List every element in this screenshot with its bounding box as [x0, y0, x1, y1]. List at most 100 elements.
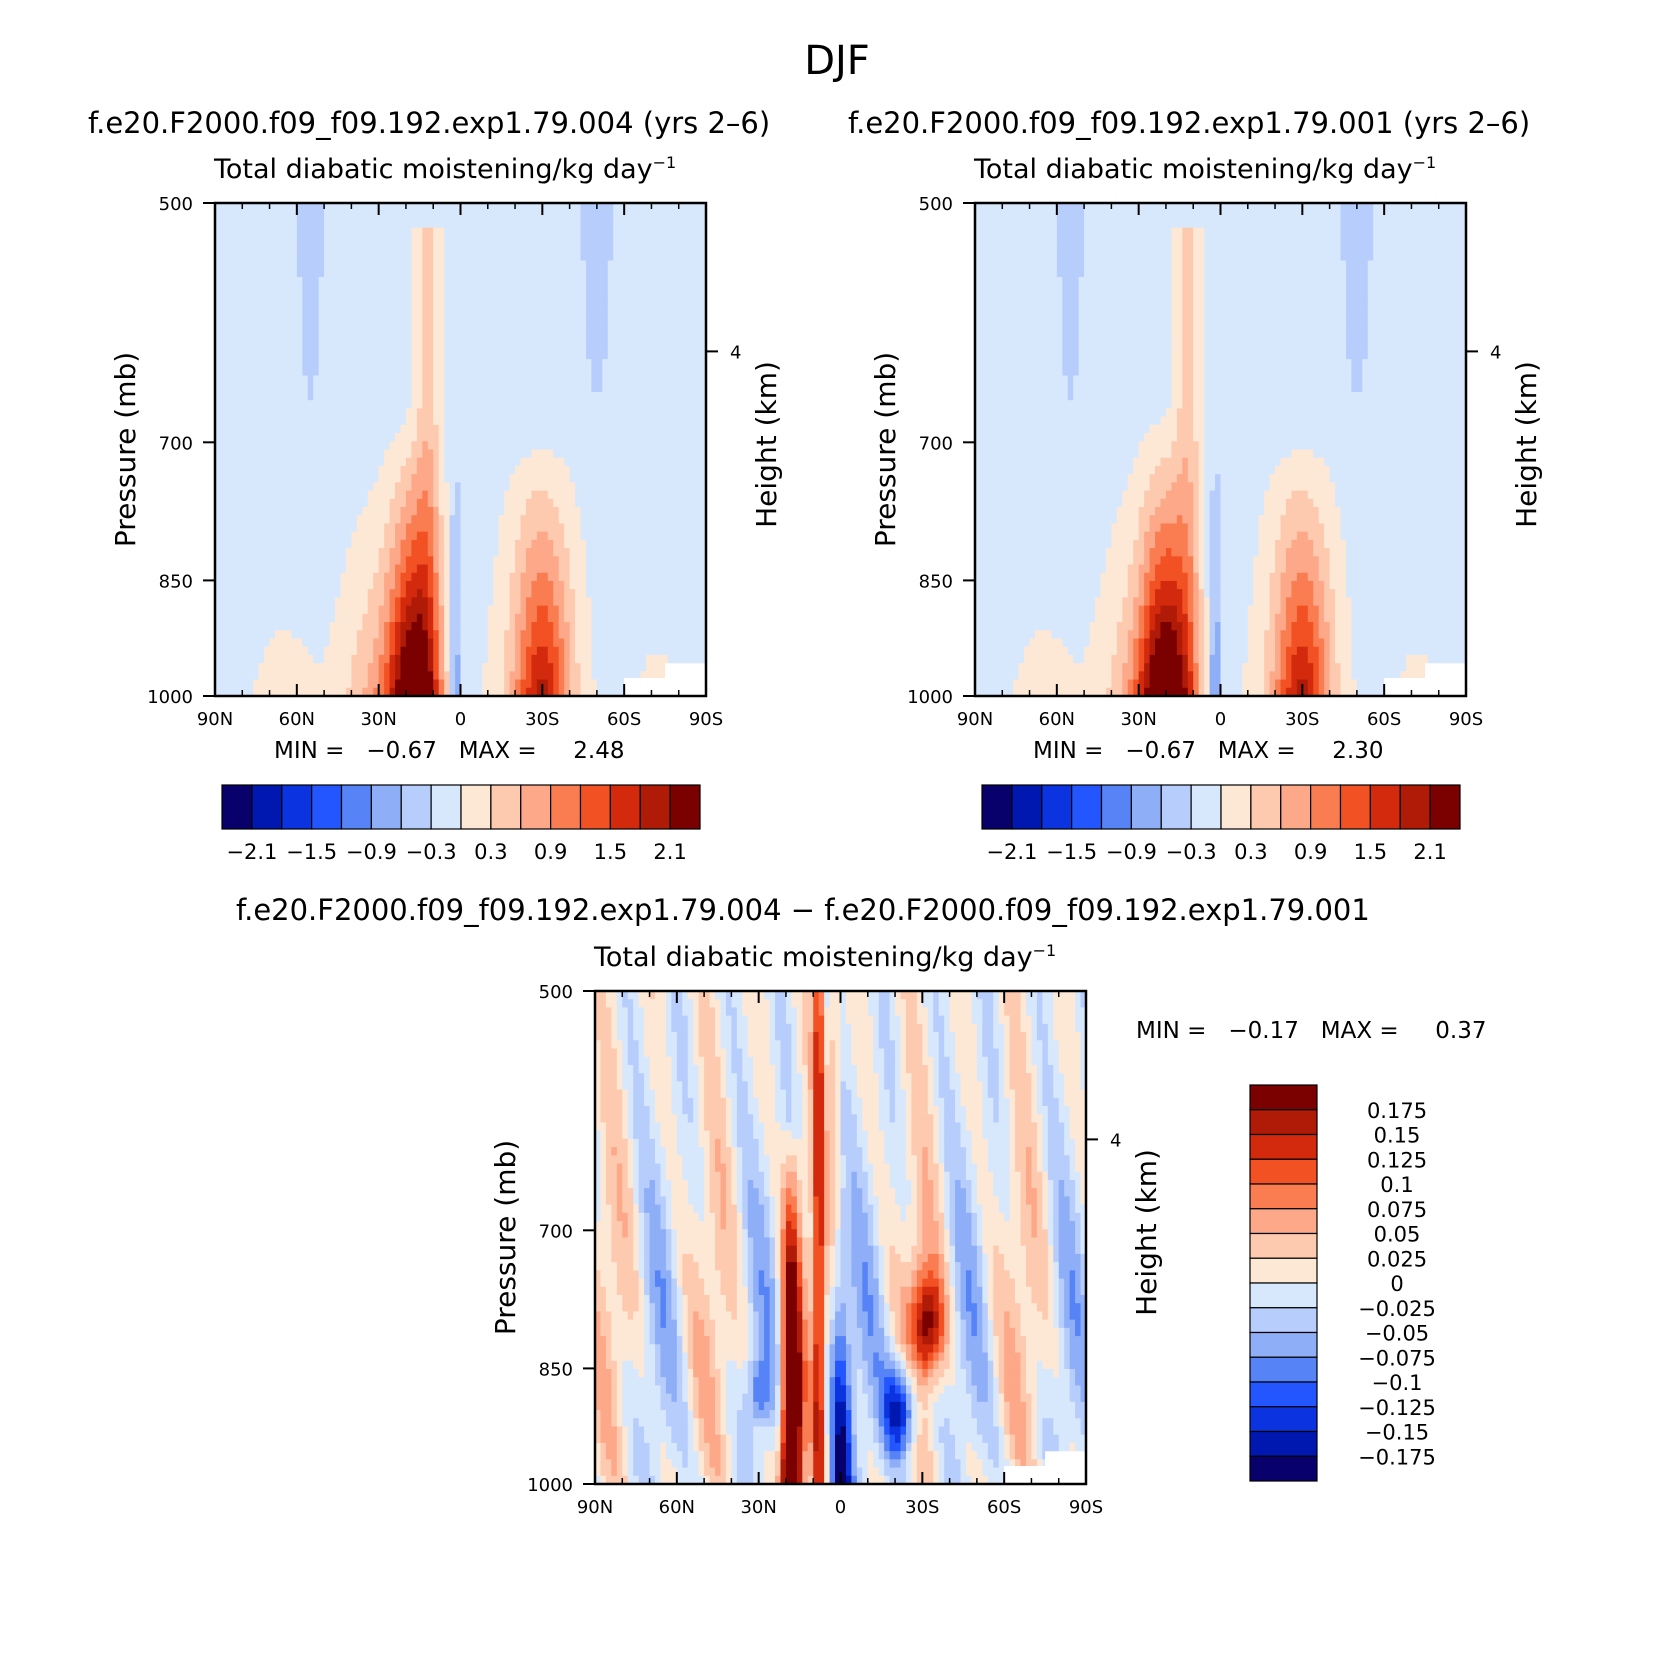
colorbar-box	[1280, 784, 1312, 830]
y-tick-label: 850	[919, 571, 953, 592]
colorbar-box	[1249, 1406, 1318, 1433]
colorbar-box	[340, 784, 372, 830]
panel2-min-label: MIN =	[1033, 738, 1104, 764]
colorbar-box	[251, 784, 283, 830]
panel3-field	[595, 991, 1087, 1485]
panel1-subtitle: Total diabatic moistening/kg day−1	[214, 153, 676, 185]
colorbar-label: −0.3	[406, 840, 457, 864]
colorbar-label: 0.05	[1374, 1223, 1421, 1247]
panel2-field	[975, 203, 1467, 697]
panel3-min-label: MIN =	[1136, 1018, 1207, 1044]
panel1-subtitle-text: Total diabatic moistening/kg day	[214, 154, 653, 185]
y2-tick-label: 4	[730, 342, 741, 363]
colorbar-box	[1249, 1282, 1318, 1309]
x-tick-label: 0	[455, 709, 466, 730]
panel3-subtitle: Total diabatic moistening/kg day−1	[594, 941, 1056, 973]
colorbar-box	[1041, 784, 1073, 830]
colorbar-label: −0.1	[1372, 1371, 1423, 1395]
colorbar-box	[550, 784, 582, 830]
colorbar-box	[1220, 784, 1252, 830]
colorbar-label: 1.5	[594, 840, 627, 864]
colorbar-label: 0.125	[1367, 1148, 1427, 1172]
panel3-plot: 90N 60N 30N 0 30S 60S 90S 500 700 850 1000 4 Pressur…	[489, 982, 1163, 1518]
panel1-min-label: MIN =	[274, 738, 345, 764]
colorbar-label: 0.9	[1294, 840, 1327, 864]
colorbar-box	[1249, 1183, 1318, 1210]
colorbar-box	[1250, 784, 1282, 830]
colorbar-box	[1399, 784, 1431, 830]
panel1-subtitle-exponent: −1	[652, 153, 677, 172]
y-tick-label: 1000	[527, 1475, 573, 1496]
colorbar-box	[520, 784, 552, 830]
x-tick-label: 90N	[577, 1497, 613, 1518]
colorbar-label: 0.15	[1374, 1124, 1421, 1148]
x-tick-label: 30N	[1120, 709, 1156, 730]
y-tick-label: 500	[159, 194, 193, 215]
panel2-colorbar: −2.1 −1.5 −0.9 −0.3 0.3 0.9 1.5 2.1	[981, 784, 1461, 864]
colorbar-label: 0	[1390, 1272, 1403, 1296]
panel2-minmax: MIN = −0.67 MAX = 2.30	[1033, 738, 1383, 764]
colorbar-label: 0.025	[1367, 1247, 1427, 1271]
panel2-subtitle-text: Total diabatic moistening/kg day	[974, 154, 1413, 185]
colorbar-label: −0.05	[1365, 1322, 1429, 1346]
x-tick-label: 90S	[1449, 709, 1483, 730]
colorbar-box	[1249, 1307, 1318, 1334]
panel1-terrain-mask	[624, 663, 706, 696]
panel2-max-value: 2.30	[1332, 738, 1384, 764]
colorbar-box	[400, 784, 432, 830]
colorbar-label: 2.1	[653, 840, 686, 864]
x-tick-label: 0	[835, 1497, 846, 1518]
colorbar-label: 2.1	[1413, 840, 1446, 864]
panel2-case-title: f.e20.F2000.f09_f09.192.exp1.79.001 (yrs…	[848, 106, 1531, 140]
panel1-x-axis: 90N 60N 30N 0 30S 60S 90S	[197, 203, 723, 730]
colorbar-box	[281, 784, 313, 830]
panel3-subtitle-text: Total diabatic moistening/kg day	[594, 942, 1033, 973]
panel3-max-value: 0.37	[1435, 1018, 1487, 1044]
colorbar-label: −0.075	[1358, 1346, 1436, 1370]
y-tick-label: 500	[919, 194, 953, 215]
colorbar-label: −0.025	[1358, 1297, 1436, 1321]
panel2-y2label: Height (km)	[1510, 361, 1543, 528]
x-tick-label: 90S	[689, 709, 723, 730]
colorbar-box	[311, 784, 343, 830]
colorbar-label: −2.1	[986, 840, 1037, 864]
colorbar-box	[1249, 1109, 1318, 1136]
panel3-x-axis: 90N 60N 30N 0 30S 60S 90S	[577, 991, 1103, 1518]
colorbar-box	[639, 784, 671, 830]
colorbar-box	[1249, 1084, 1318, 1111]
y-tick-label: 1000	[147, 687, 193, 708]
panel1-min-value: −0.67	[366, 738, 437, 764]
panel3-y-axis: 500 700 850 1000 4	[527, 982, 1121, 1496]
colorbar-label: 0.1	[1380, 1173, 1413, 1197]
colorbar-label: −1.5	[286, 840, 337, 864]
panel3-case-title: f.e20.F2000.f09_f09.192.exp1.79.004 − f.…	[236, 893, 1370, 927]
panel1-minmax: MIN = −0.67 MAX = 2.48	[274, 738, 624, 764]
panel2-subtitle: Total diabatic moistening/kg day−1	[974, 153, 1436, 185]
x-tick-label: 30N	[360, 709, 396, 730]
colorbar-label: −0.125	[1358, 1396, 1436, 1420]
colorbar-box	[1249, 1232, 1318, 1259]
colorbar-label: −0.3	[1166, 840, 1217, 864]
colorbar-box	[1249, 1356, 1318, 1383]
panel1-plot: 90N 60N 30N 0 30S 60S 90S 500 700 850 1000 4 Pressur…	[109, 194, 783, 730]
figure-title: DJF	[804, 38, 870, 84]
colorbar-box	[460, 784, 492, 830]
y-tick-label: 700	[159, 433, 193, 454]
colorbar-box	[1249, 1208, 1318, 1235]
y2-tick-label: 4	[1490, 342, 1501, 363]
colorbar-box	[490, 784, 522, 830]
panel2-x-axis: 90N 60N 30N 0 30S 60S 90S	[957, 203, 1483, 730]
panel2-plot: 90N 60N 30N 0 30S 60S 90S 500 700 850 1000 4 Pressur…	[869, 194, 1543, 730]
panel3-terrain-mask	[1004, 1451, 1086, 1484]
x-tick-label: 30N	[740, 1497, 776, 1518]
panel1-y2label: Height (km)	[750, 361, 783, 528]
x-tick-label: 30S	[525, 709, 559, 730]
x-tick-label: 60N	[279, 709, 315, 730]
colorbar-label: 1.5	[1354, 840, 1387, 864]
colorbar-box	[1369, 784, 1401, 830]
colorbar-box	[1100, 784, 1132, 830]
y-tick-label: 1000	[907, 687, 953, 708]
panel2-ylabel: Pressure (mb)	[869, 352, 902, 547]
colorbar-box	[579, 784, 611, 830]
